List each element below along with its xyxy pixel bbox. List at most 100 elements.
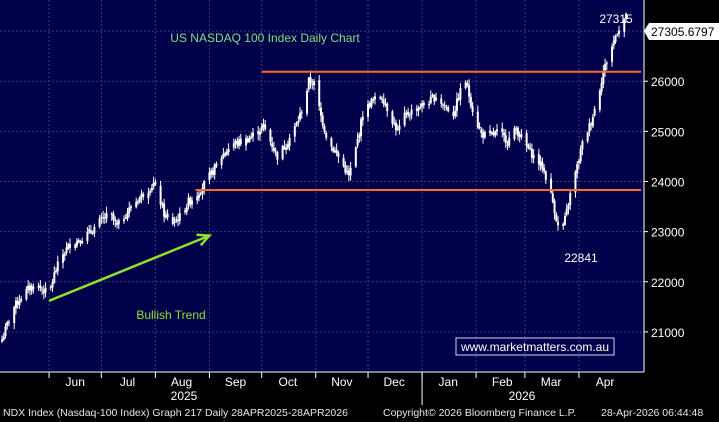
candle [313, 78, 315, 91]
candle-body [335, 149, 338, 154]
candle [124, 214, 127, 220]
candle [39, 280, 42, 292]
candle [396, 124, 399, 131]
candle-body [293, 125, 296, 137]
candle-body [557, 221, 560, 226]
candle [410, 104, 413, 120]
candle-body [386, 103, 389, 112]
candle-body [441, 104, 444, 106]
candle-body [102, 217, 105, 219]
candle [140, 189, 143, 204]
candle-body [563, 215, 566, 225]
candle [537, 148, 540, 171]
candle-body [539, 160, 542, 166]
candle-body [311, 84, 314, 86]
candle-body [541, 161, 544, 169]
candle-body [123, 219, 126, 222]
candle-body [618, 30, 621, 34]
candle-body [30, 285, 33, 292]
candle [68, 238, 71, 254]
candle [55, 267, 58, 274]
candle-body [283, 146, 286, 149]
candle [269, 128, 272, 146]
candle [142, 191, 145, 201]
candle [579, 145, 582, 165]
candle [490, 130, 493, 136]
candle [37, 282, 40, 291]
candle-body [393, 122, 396, 124]
candle-body [14, 300, 17, 309]
candle [415, 104, 418, 117]
candle-body [490, 133, 493, 135]
candle [173, 216, 176, 227]
candle-body [544, 171, 547, 180]
candle [605, 60, 608, 71]
candle-body [1, 339, 3, 342]
price-chart: 21000220002300024000250002600027000 JunJ… [0, 0, 719, 405]
candle [199, 191, 202, 196]
candle [393, 116, 396, 126]
candle [16, 296, 19, 310]
candle-body [407, 111, 410, 116]
candle [464, 80, 467, 90]
x-month-label: Oct [279, 375, 298, 389]
candle-body [74, 244, 77, 249]
candle-body [150, 187, 153, 191]
x-month-label: Sep [225, 375, 247, 389]
candle [163, 198, 166, 223]
candle [501, 122, 504, 138]
candle-body [344, 165, 347, 173]
y-tick-label: 23000 [651, 226, 685, 240]
candle-body [440, 98, 443, 104]
candle [138, 196, 141, 204]
candle-body [616, 34, 619, 36]
candle [330, 136, 333, 152]
candle [478, 122, 481, 130]
candle-body [262, 124, 265, 128]
candle [506, 140, 509, 151]
candle [32, 283, 35, 294]
candle-body [623, 19, 626, 32]
candle [623, 17, 626, 38]
candle-body [553, 200, 556, 214]
candle-body [238, 139, 241, 146]
footer-bar: NDX Index (Nasdaq-100 Index) Graph 217 D… [0, 405, 719, 422]
candle-body [51, 282, 54, 288]
candle [225, 148, 228, 157]
candle-body [103, 217, 106, 219]
candle-body [346, 170, 349, 173]
gridlines [0, 0, 644, 372]
candle [164, 210, 167, 220]
candle-body [529, 147, 532, 150]
candle [443, 101, 446, 112]
candle [110, 212, 113, 221]
candle [300, 109, 303, 119]
candle-body [330, 138, 333, 147]
candle [391, 109, 394, 128]
candle [417, 105, 420, 117]
candle-body [32, 286, 35, 289]
candle-body [379, 97, 382, 99]
candle-body [257, 131, 260, 135]
candle-body [447, 107, 450, 112]
candle [616, 32, 619, 37]
candle-body [372, 99, 375, 101]
candle [452, 105, 455, 120]
candle [150, 184, 153, 193]
candle-body [140, 193, 143, 198]
candle-body [154, 182, 157, 185]
candle-body [569, 193, 572, 205]
candle-body [286, 144, 289, 149]
candle-body [360, 119, 363, 137]
candle [49, 285, 52, 291]
candle-body [469, 96, 472, 107]
candle [539, 155, 542, 171]
candle [618, 25, 621, 38]
candle [203, 179, 206, 195]
candle-body [325, 132, 328, 138]
candle [323, 123, 326, 135]
candle-body [128, 207, 131, 214]
candle-body [227, 148, 230, 153]
y-tick-label: 26000 [651, 75, 685, 89]
